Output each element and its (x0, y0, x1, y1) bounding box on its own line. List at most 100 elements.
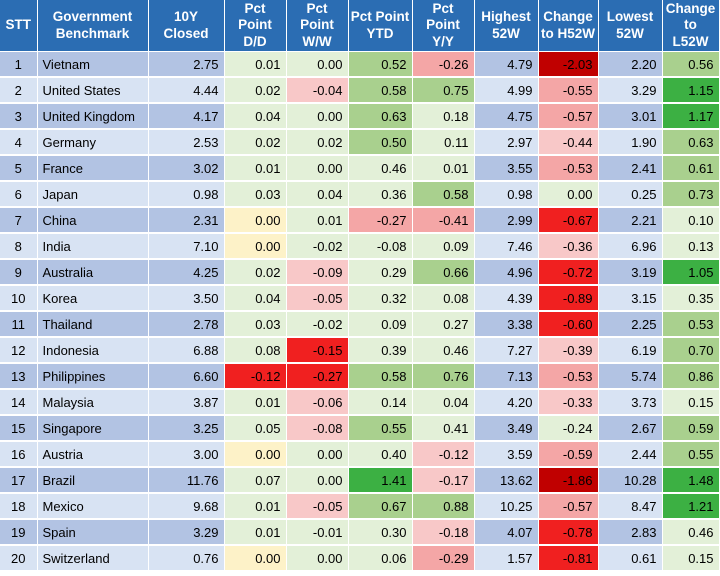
header-stt: STT (0, 0, 38, 52)
cell-ww: -0.09 (286, 259, 349, 286)
table-row: 5 France 3.02 0.01 0.00 0.46 0.01 3.55 -0.53 2.41… (0, 155, 720, 182)
cell-ww: -0.05 (286, 285, 349, 312)
header-closed: 10Y Closed (148, 0, 225, 52)
cell-ww: -0.27 (286, 363, 349, 390)
cell-ch52: -1.86 (538, 467, 599, 494)
cell-h52: 3.49 (474, 415, 539, 442)
cell-ww: -0.08 (286, 415, 349, 442)
cell-h52: 7.27 (474, 337, 539, 364)
cell-ytd: 0.58 (348, 77, 413, 104)
cell-ch52: -0.67 (538, 207, 599, 234)
cell-ytd: 0.58 (348, 363, 413, 390)
cell-ch52: -0.57 (538, 493, 599, 520)
header-ytd: Pct Point YTD (348, 0, 413, 52)
cell-cl52: 0.73 (662, 181, 720, 208)
cell-yy: -0.26 (412, 51, 475, 78)
cell-l52: 10.28 (598, 467, 663, 494)
cell-h52: 1.57 (474, 545, 539, 572)
table-row: 6 Japan 0.98 0.03 0.04 0.36 0.58 0.98 0.00 0.25 0.… (0, 181, 720, 208)
cell-cl52: 0.55 (662, 441, 720, 468)
cell-yy: -0.29 (412, 545, 475, 572)
cell-yy: 0.04 (412, 389, 475, 416)
cell-h52: 3.38 (474, 311, 539, 338)
header-ch52: Change to H52W (538, 0, 599, 52)
cell-cl52: 0.56 (662, 51, 720, 78)
cell-ch52: 0.00 (538, 181, 599, 208)
cell-l52: 6.96 (598, 233, 663, 260)
cell-h52: 7.46 (474, 233, 539, 260)
cell-h52: 10.25 (474, 493, 539, 520)
cell-yy: 0.08 (412, 285, 475, 312)
cell-name: Spain (37, 519, 149, 546)
cell-h52: 7.13 (474, 363, 539, 390)
cell-ch52: -0.57 (538, 103, 599, 130)
cell-h52: 4.20 (474, 389, 539, 416)
cell-stt: 7 (0, 207, 38, 234)
cell-dd: 0.01 (224, 493, 287, 520)
cell-closed: 4.44 (148, 77, 225, 104)
table-row: 16 Austria 3.00 0.00 0.00 0.40 -0.12 3.59 -0.59 2… (0, 441, 720, 468)
cell-ch52: -0.59 (538, 441, 599, 468)
table-row: 9 Australia 4.25 0.02 -0.09 0.29 0.66 4.96 -0.72… (0, 259, 720, 286)
cell-h52: 4.99 (474, 77, 539, 104)
cell-ww: -0.04 (286, 77, 349, 104)
cell-ytd: 0.39 (348, 337, 413, 364)
cell-name: Malaysia (37, 389, 149, 416)
cell-name: Vietnam (37, 51, 149, 78)
cell-stt: 1 (0, 51, 38, 78)
cell-name: India (37, 233, 149, 260)
cell-stt: 11 (0, 311, 38, 338)
cell-yy: 0.58 (412, 181, 475, 208)
cell-h52: 4.79 (474, 51, 539, 78)
cell-stt: 5 (0, 155, 38, 182)
cell-ww: 0.01 (286, 207, 349, 234)
cell-name: Japan (37, 181, 149, 208)
cell-h52: 4.07 (474, 519, 539, 546)
cell-l52: 2.83 (598, 519, 663, 546)
cell-yy: 0.09 (412, 233, 475, 260)
cell-ww: -0.01 (286, 519, 349, 546)
cell-ww: 0.00 (286, 467, 349, 494)
cell-yy: 0.41 (412, 415, 475, 442)
cell-name: Australia (37, 259, 149, 286)
cell-ww: -0.05 (286, 493, 349, 520)
cell-ytd: 0.67 (348, 493, 413, 520)
cell-name: Singapore (37, 415, 149, 442)
cell-name: Germany (37, 129, 149, 156)
cell-dd: 0.03 (224, 181, 287, 208)
table-row: 1 Vietnam 2.75 0.01 0.00 0.52 -0.26 4.79 -2.03 2.… (0, 51, 720, 78)
cell-ww: -0.02 (286, 311, 349, 338)
cell-ch52: -2.03 (538, 51, 599, 78)
table-row: 20 Switzerland 0.76 0.00 0.00 0.06 -0.29 1.57 -0… (0, 545, 720, 572)
cell-yy: 0.76 (412, 363, 475, 390)
cell-closed: 3.00 (148, 441, 225, 468)
cell-h52: 3.59 (474, 441, 539, 468)
cell-cl52: 0.53 (662, 311, 720, 338)
table-body: 1 Vietnam 2.75 0.01 0.00 0.52 -0.26 4.79 -2.03 2.… (0, 51, 720, 572)
cell-ch52: -0.44 (538, 129, 599, 156)
cell-closed: 9.68 (148, 493, 225, 520)
cell-ytd: 0.06 (348, 545, 413, 572)
cell-dd: 0.00 (224, 207, 287, 234)
table-row: 4 Germany 2.53 0.02 0.02 0.50 0.11 2.97 -0.44 1.9… (0, 129, 720, 156)
cell-l52: 3.19 (598, 259, 663, 286)
cell-ww: -0.02 (286, 233, 349, 260)
cell-ch52: -0.72 (538, 259, 599, 286)
header-yy: Pct Point Y/Y (412, 0, 475, 52)
cell-name: China (37, 207, 149, 234)
cell-stt: 2 (0, 77, 38, 104)
cell-h52: 3.55 (474, 155, 539, 182)
cell-yy: 0.18 (412, 103, 475, 130)
cell-yy: 0.46 (412, 337, 475, 364)
cell-stt: 17 (0, 467, 38, 494)
cell-dd: -0.12 (224, 363, 287, 390)
cell-name: United States (37, 77, 149, 104)
cell-cl52: 0.70 (662, 337, 720, 364)
cell-ytd: 0.14 (348, 389, 413, 416)
cell-h52: 4.96 (474, 259, 539, 286)
cell-closed: 0.76 (148, 545, 225, 572)
cell-yy: 0.75 (412, 77, 475, 104)
cell-cl52: 1.48 (662, 467, 720, 494)
header-benchmark: Government Benchmark (37, 0, 149, 52)
table-row: 11 Thailand 2.78 0.03 -0.02 0.09 0.27 3.38 -0.60… (0, 311, 720, 338)
